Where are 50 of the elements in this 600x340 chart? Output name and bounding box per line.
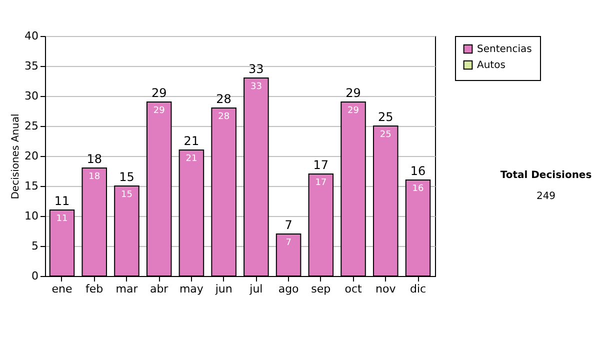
data-label: 28 [218, 112, 230, 122]
total-label: 33 [248, 62, 264, 76]
total-label: 17 [313, 158, 329, 172]
x-tick-label: nov [376, 282, 396, 296]
y-tick-label: 0 [32, 270, 38, 282]
total-label: 11 [54, 194, 70, 208]
total-label: 25 [378, 110, 394, 124]
data-label: 21 [186, 154, 198, 164]
y-tick-label: 5 [32, 240, 38, 252]
data-label: 33 [250, 82, 262, 92]
total-label: 18 [86, 152, 102, 166]
text: Total Decisiones [499, 170, 593, 181]
data-label: 29 [153, 106, 166, 116]
x-tick-label: mar [116, 282, 138, 296]
x-tick-label: may [179, 282, 204, 296]
y-tick-label: 35 [24, 60, 38, 72]
data-label: 16 [412, 184, 424, 194]
data-label: 17 [315, 178, 327, 188]
x-tick-label: abr [150, 282, 169, 296]
x-tick-label: ago [278, 282, 300, 296]
total-label: 28 [216, 92, 232, 106]
y-axis-title: Decisiones Anual [10, 114, 22, 200]
data-label: 25 [380, 130, 392, 140]
y-tick-label: 10 [24, 210, 38, 222]
data-label: 29 [348, 106, 360, 116]
data-label: 7 [286, 238, 292, 248]
x-tick-label: feb [86, 282, 104, 296]
data-label: 18 [88, 172, 100, 182]
y-tick-label: 40 [24, 30, 38, 42]
total-label: 15 [119, 170, 134, 184]
x-tick-label: sep [311, 282, 331, 296]
x-tick-label: jun [214, 282, 232, 296]
x-tick-label: ene [52, 282, 72, 296]
total-label: 29 [151, 86, 167, 100]
text: 249 [535, 191, 557, 202]
data-label: 11 [56, 214, 68, 224]
y-tick-label: 20 [24, 150, 38, 162]
x-tick-label: jul [248, 282, 263, 296]
legend-label: Sentencias [477, 44, 532, 55]
legend-label: Autos [477, 60, 506, 71]
y-tick-label: 15 [24, 180, 38, 192]
y-tick-label: 25 [24, 120, 38, 132]
data-label: 15 [120, 190, 132, 200]
x-tick-label: dic [410, 282, 426, 296]
total-label: 29 [346, 86, 361, 100]
total-label: 21 [184, 134, 200, 148]
x-tick-label: oct [344, 282, 363, 296]
y-tick-label: 30 [24, 90, 38, 102]
total-label: 7 [284, 218, 292, 232]
total-label: 16 [410, 164, 426, 178]
